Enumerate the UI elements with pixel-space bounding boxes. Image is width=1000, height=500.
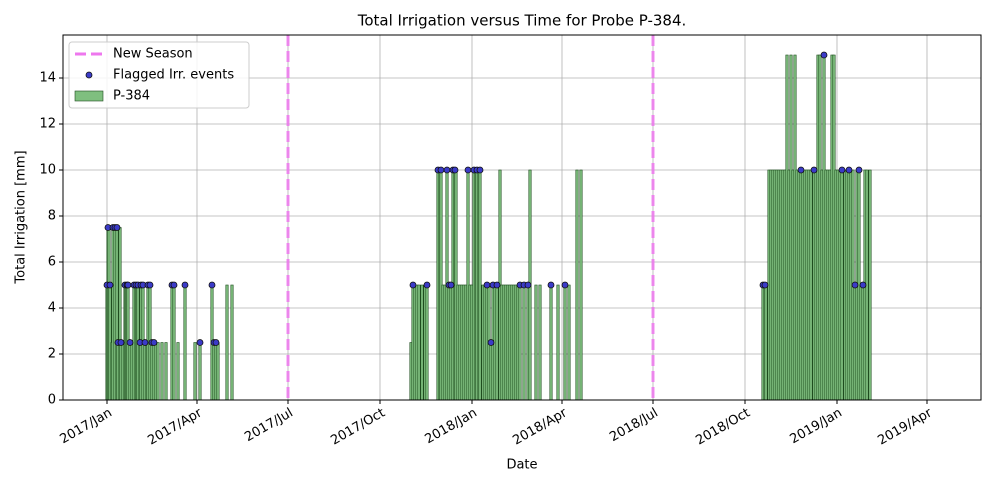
y-tick-label: 14 (39, 71, 56, 86)
y-tick-label: 8 (48, 209, 56, 224)
flagged-point (851, 281, 859, 289)
bar (522, 284, 526, 401)
legend-label: Flagged Irr. events (113, 68, 234, 83)
flagged-point (146, 281, 154, 289)
bar (156, 342, 160, 401)
flagged-point (845, 166, 853, 174)
bar (549, 284, 553, 401)
y-tick-label: 6 (48, 255, 56, 270)
flagged-point (838, 166, 846, 174)
bar (495, 284, 499, 401)
bar (809, 169, 813, 401)
flagged-point (150, 339, 158, 346)
y-tick-label: 2 (48, 347, 56, 362)
flagged-point (464, 166, 472, 174)
plot-frame (62, 34, 982, 401)
bar (225, 284, 229, 401)
bar (172, 284, 176, 401)
legend-label: New Season (113, 47, 193, 62)
bar (193, 342, 197, 401)
flagged-point (126, 339, 134, 346)
flagged-point (106, 281, 114, 289)
legend-swatch (74, 90, 104, 102)
y-tick-label: 12 (39, 117, 56, 132)
bar (518, 284, 522, 401)
flagged-point (561, 281, 569, 289)
legend-box (68, 41, 250, 109)
legend-label: P-384 (113, 89, 150, 104)
flagged-point (409, 281, 417, 289)
flagged-point (524, 281, 532, 289)
bar (198, 342, 202, 401)
flagged-point (810, 166, 818, 174)
flagged-point (547, 281, 555, 289)
flagged-point (859, 281, 867, 289)
y-tick-label: 10 (39, 163, 56, 178)
bar (478, 169, 482, 401)
flagged-point (437, 166, 445, 174)
bar (420, 284, 424, 401)
bar (160, 342, 164, 401)
flagged-point (212, 339, 220, 346)
bar (579, 169, 583, 401)
bar (425, 284, 429, 401)
flagged-point (797, 166, 805, 174)
flagged-point (208, 281, 216, 289)
marks (103, 35, 872, 401)
flagged-point (447, 281, 455, 289)
y-tick-label: 4 (48, 301, 56, 316)
flagged-point (487, 339, 495, 346)
flagged-point (124, 281, 132, 289)
bar (538, 284, 542, 401)
flagged-point (423, 281, 431, 289)
bar (417, 284, 421, 401)
flagged-point (483, 281, 491, 289)
bar (534, 284, 538, 401)
flagged-point (820, 51, 828, 59)
legend: New Season Flagged Irr. events P-384 (68, 41, 250, 109)
flagged-point (196, 339, 204, 346)
y-tick-label: 0 (48, 393, 56, 408)
bar (840, 169, 844, 401)
flagged-point (855, 166, 863, 174)
flagged-point (493, 281, 501, 289)
bar (567, 284, 571, 401)
bar (216, 342, 220, 401)
bar (556, 284, 560, 401)
flagged-point (170, 281, 178, 289)
flagged-point (117, 339, 125, 346)
flagged-point (443, 166, 451, 174)
flagged-point (181, 281, 189, 289)
bar (230, 284, 234, 401)
y-axis-label: Total Irrigation [mm] (14, 150, 29, 284)
bar (563, 284, 567, 401)
x-axis-label: Date (506, 458, 537, 473)
flagged-point (451, 166, 459, 174)
flagged-point (761, 281, 769, 289)
bar (575, 169, 579, 401)
bar (183, 284, 187, 401)
bar (764, 284, 768, 401)
flagged-point (476, 166, 484, 174)
legend-swatch (85, 71, 93, 79)
bar (868, 169, 872, 401)
chart-title: Total Irrigation versus Time for Probe P… (357, 12, 687, 30)
flagged-point (141, 339, 149, 346)
bar (176, 342, 180, 401)
bar (164, 342, 168, 401)
flagged-point (113, 224, 121, 231)
